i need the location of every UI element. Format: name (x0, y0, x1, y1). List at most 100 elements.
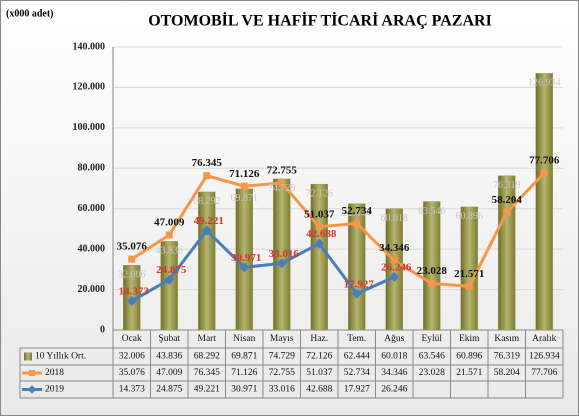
table-cell: 77.706 (531, 368, 557, 378)
line (131, 228, 395, 303)
table-cell: 74.729 (269, 352, 295, 362)
x-tick-label: Mart (198, 334, 217, 344)
y-tick-label: 20.000 (78, 284, 106, 295)
table-cell: 76.345 (194, 368, 220, 378)
data-label: 51.037 (304, 208, 335, 220)
table-cell: 14.373 (119, 385, 145, 395)
data-label: 72.755 (267, 164, 298, 176)
marker (315, 223, 323, 231)
data-label: 63.546 (418, 206, 446, 217)
data-label: 42.688 (306, 228, 337, 240)
legend-marker (27, 385, 37, 394)
data-label: 14.373 (119, 285, 150, 297)
data-label: 24.875 (156, 264, 187, 276)
data-label: 68.292 (193, 196, 221, 207)
marker (203, 172, 211, 180)
chart-title: OTOMOBİL VE HAFİF TİCARİ ARAÇ PAZARI (148, 11, 492, 30)
x-tick-label: Ağus (384, 334, 404, 344)
x-tick-label: Tem. (347, 334, 366, 344)
data-label: 77.706 (529, 154, 560, 166)
x-tick-label: Haz. (310, 334, 328, 344)
x-tick-label: Eylül (421, 334, 442, 344)
table-cell: 33.016 (269, 385, 295, 395)
table-cell: 71.126 (231, 368, 257, 378)
marker (278, 179, 286, 187)
marker (353, 219, 361, 227)
data-label: 35.076 (117, 241, 148, 253)
table-cell: 72.126 (306, 352, 332, 362)
y-tick-label: 140.000 (73, 41, 106, 52)
data-label: 62.444 (343, 208, 371, 219)
table-cell: 58.204 (494, 368, 520, 378)
data-label: 76.319 (493, 180, 521, 191)
table-cell: 126.934 (529, 352, 560, 362)
x-tick-label: Nisan (233, 334, 255, 344)
table-cell: 24.875 (156, 385, 182, 395)
bar (385, 208, 403, 331)
table-cell: 63.546 (419, 352, 445, 362)
marker (503, 208, 511, 216)
table-cell: 35.076 (119, 368, 145, 378)
table-cell: 62.444 (344, 352, 370, 362)
bar (423, 201, 441, 331)
marker (389, 271, 400, 282)
data-label: 60.896 (456, 211, 484, 222)
data-label: 71.126 (229, 168, 260, 180)
data-label: 74.729 (268, 183, 296, 194)
table-cell: 76.319 (494, 352, 520, 362)
y-tick-label: 100.000 (73, 122, 106, 133)
marker (165, 231, 173, 239)
marker (351, 288, 362, 299)
table-cell: 43.836 (156, 352, 182, 362)
data-label: 72.126 (306, 188, 334, 199)
bar (310, 183, 328, 331)
legend-label: 2019 (45, 385, 64, 395)
table-cell: 23.028 (419, 368, 445, 378)
table-cell: 49.221 (194, 385, 220, 395)
table-cell: 17.927 (344, 385, 370, 395)
table-cell: 51.037 (306, 368, 332, 378)
marker (314, 238, 325, 249)
table-cell: 26.246 (381, 385, 407, 395)
table-cell: 60.896 (456, 352, 482, 362)
marker (465, 282, 473, 290)
marker (239, 262, 250, 273)
x-tick-label: Ekim (459, 334, 480, 344)
data-label: 47.009 (154, 217, 185, 229)
table-cell: 60.018 (381, 352, 407, 362)
y-tick-label: 80.000 (78, 163, 106, 174)
marker (201, 225, 212, 236)
marker (428, 279, 436, 287)
data-label: 17.927 (344, 278, 375, 290)
data-label: 69.871 (231, 193, 259, 204)
data-label: 49.221 (194, 215, 224, 227)
line (130, 171, 546, 288)
bar (535, 73, 553, 331)
data-label: 21.571 (454, 268, 484, 280)
legend-marker (29, 370, 35, 376)
table-cell: 68.292 (194, 352, 220, 362)
data-label: 58.204 (492, 194, 523, 206)
data-label: 26.246 (381, 261, 412, 273)
bar (498, 175, 516, 331)
data-label: 76.345 (192, 157, 223, 169)
data-label: 32.006 (118, 270, 146, 281)
table-cell: 52.734 (344, 368, 370, 378)
table-cell: 72.755 (269, 368, 295, 378)
marker (390, 257, 398, 265)
unit-label: (x000 adet) (6, 8, 54, 19)
data-label: 34.346 (379, 242, 410, 254)
y-tick-label: 40.000 (78, 243, 106, 254)
marker (240, 182, 248, 190)
x-tick-label: Mayıs (270, 334, 294, 344)
x-tick-label: Kasım (494, 334, 519, 344)
data-label: 30.971 (231, 252, 261, 264)
y-tick-label: 60.000 (78, 203, 106, 214)
bar (198, 191, 216, 331)
table-cell: 32.006 (119, 352, 145, 362)
x-tick-label: Ocak (122, 334, 142, 344)
marker (276, 258, 287, 269)
marker (164, 274, 175, 285)
data-label: 52.734 (342, 205, 373, 217)
